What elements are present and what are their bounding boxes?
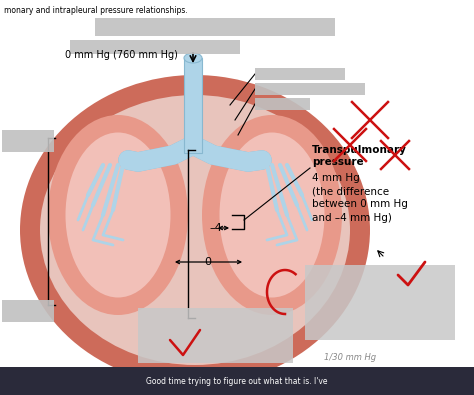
Text: monary and intrapleural pressure relationships.: monary and intrapleural pressure relatio…	[4, 6, 188, 15]
Text: Transpulmonary
pressure: Transpulmonary pressure	[312, 145, 407, 167]
Text: 1/30 mm Hg: 1/30 mm Hg	[324, 354, 376, 363]
FancyBboxPatch shape	[0, 367, 474, 395]
Text: –4: –4	[209, 223, 222, 233]
FancyBboxPatch shape	[2, 300, 54, 322]
Ellipse shape	[48, 115, 188, 315]
FancyBboxPatch shape	[138, 308, 293, 363]
FancyBboxPatch shape	[255, 98, 310, 110]
Ellipse shape	[40, 95, 350, 365]
FancyBboxPatch shape	[95, 18, 335, 36]
FancyBboxPatch shape	[305, 265, 455, 340]
Ellipse shape	[184, 53, 202, 63]
Text: Good time trying to figure out what that is. I've: Good time trying to figure out what that…	[146, 376, 328, 386]
FancyBboxPatch shape	[184, 58, 202, 153]
Ellipse shape	[202, 115, 342, 315]
FancyBboxPatch shape	[70, 40, 240, 54]
Ellipse shape	[65, 132, 171, 297]
Text: 0 mm Hg (760 mm Hg): 0 mm Hg (760 mm Hg)	[65, 50, 178, 60]
Text: 0: 0	[204, 257, 211, 267]
FancyBboxPatch shape	[255, 83, 365, 95]
FancyBboxPatch shape	[2, 130, 54, 152]
Ellipse shape	[219, 132, 325, 297]
Ellipse shape	[20, 75, 370, 385]
FancyBboxPatch shape	[255, 68, 345, 80]
Text: 4 mm Hg
(the difference
between 0 mm Hg
and –4 mm Hg): 4 mm Hg (the difference between 0 mm Hg …	[312, 173, 408, 223]
